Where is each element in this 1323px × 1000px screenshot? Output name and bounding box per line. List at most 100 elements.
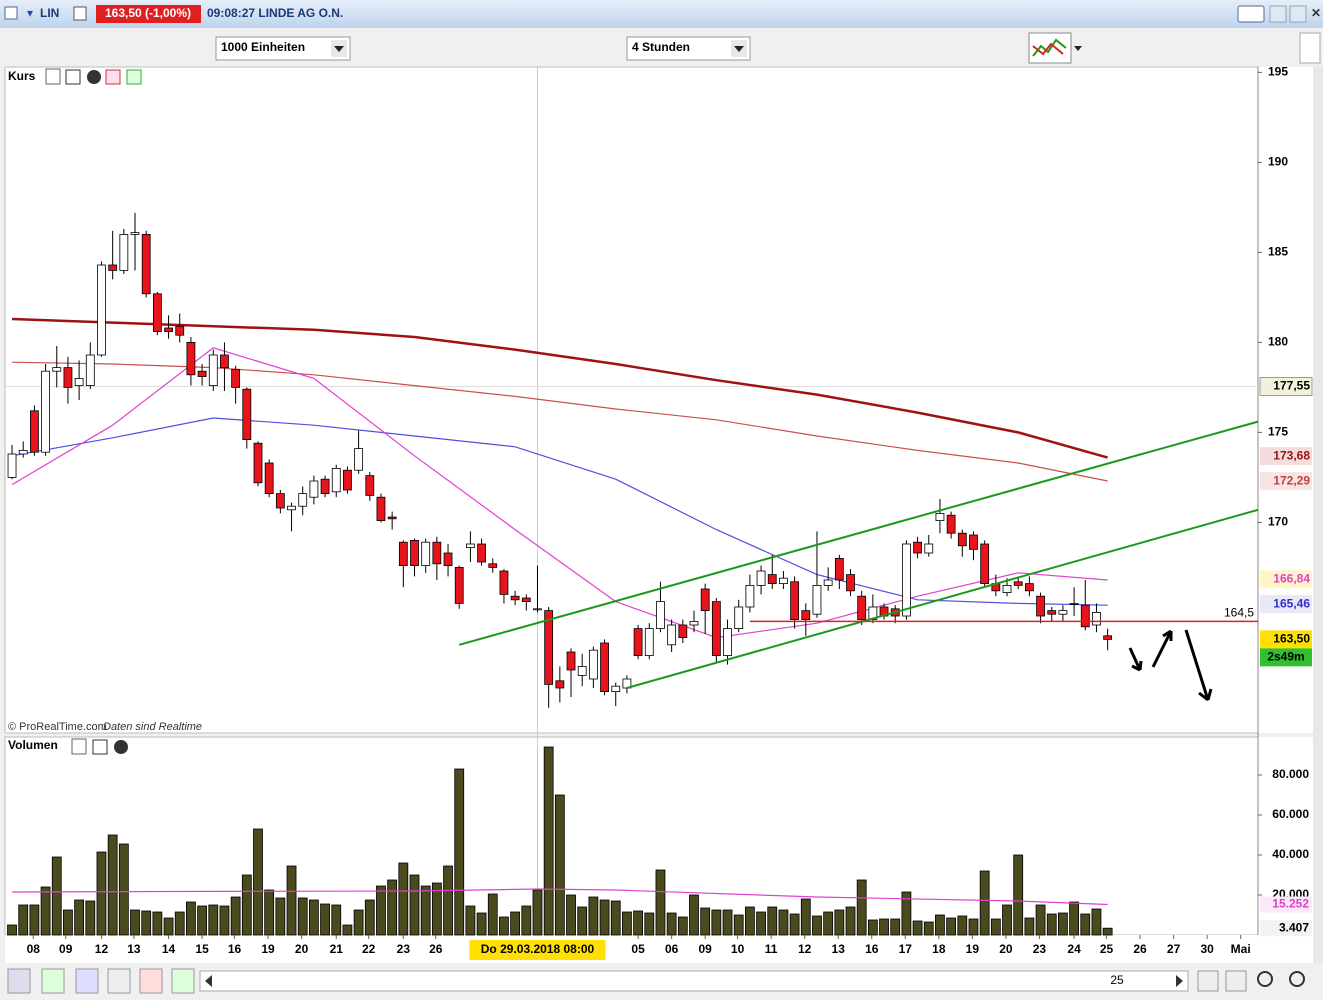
price-tag: [1260, 472, 1312, 491]
y-tick-label: 190: [1268, 155, 1288, 169]
y-tick-label: 185: [1268, 245, 1288, 259]
volume-bar: [711, 909, 722, 936]
zoom-reset[interactable]: [1197, 970, 1219, 992]
candle-body: [410, 540, 419, 567]
candle-body: [689, 621, 699, 626]
price-plot: 177,55 170 175 180 185 190 195 164,5 173,68 172,2…: [5, 65, 1313, 935]
restore-button[interactable]: [1289, 5, 1307, 23]
quote: 163,50 (-1,00%): [105, 6, 191, 20]
volume-bar: [96, 851, 107, 936]
candle-body: [63, 367, 73, 388]
scroll-right[interactable]: [1176, 975, 1183, 987]
quote-box: [96, 5, 201, 23]
y-tick-label: 180: [1268, 335, 1288, 349]
candle-body: [734, 606, 744, 630]
volume-bar: [1002, 904, 1012, 936]
x-tick-label: 14: [162, 942, 176, 956]
side-button[interactable]: [1299, 32, 1321, 64]
moving-average: [11, 347, 1108, 639]
volume-bar: [74, 899, 85, 936]
candle-body: [141, 233, 151, 295]
volume-bar: [1024, 917, 1035, 936]
candle-body: [376, 496, 386, 522]
settings-icon[interactable]: [71, 738, 87, 755]
scroll-left[interactable]: [205, 975, 212, 987]
volume-bar: [756, 911, 766, 936]
candle-body: [1092, 612, 1101, 626]
info-icon[interactable]: [73, 6, 87, 21]
tool-button[interactable]: [171, 968, 195, 994]
volume-bar: [834, 909, 845, 936]
candle-body: [868, 606, 878, 621]
zoom-fit[interactable]: [1225, 970, 1247, 992]
candle-body: [242, 388, 252, 441]
maximize-icon[interactable]: [65, 69, 81, 85]
units-dropdown[interactable]: [215, 36, 351, 61]
settings-icon[interactable]: [45, 68, 61, 85]
candle-body: [600, 642, 609, 692]
x-tick-label: 19: [966, 942, 980, 956]
close-icon[interactable]: [87, 70, 101, 84]
zoom-in[interactable]: [1289, 971, 1305, 987]
volume-bar: [845, 906, 856, 936]
close-button[interactable]: ✕: [1311, 6, 1321, 20]
x-tick-label: 15: [195, 942, 209, 956]
volume-bar: [957, 915, 968, 936]
x-tick-label: 08: [27, 942, 41, 956]
candle-body: [119, 233, 129, 271]
candle-body: [152, 293, 162, 332]
volume-bar: [1102, 927, 1113, 936]
candle-body: [331, 467, 341, 493]
candle-body: [275, 493, 285, 509]
menu-arrow[interactable]: ▾: [27, 6, 33, 20]
candle-body: [18, 449, 28, 455]
x-tick-label: 09: [698, 942, 712, 956]
trend-line: [458, 420, 1259, 646]
volume-bar: [923, 921, 934, 936]
arrow-down: [1128, 647, 1143, 672]
volume-bar: [18, 904, 29, 936]
volume-bar: [219, 905, 230, 936]
price-tag: [1260, 570, 1312, 589]
price-tag: [1260, 447, 1312, 466]
tool-button[interactable]: [139, 968, 163, 994]
price-tag-label: 173,68: [1273, 448, 1310, 462]
minimize-button[interactable]: [1269, 5, 1287, 23]
down-icon[interactable]: [105, 69, 121, 85]
candle-body: [387, 516, 397, 520]
x-tick-label: 18: [932, 942, 946, 956]
volume-bar: [51, 856, 62, 936]
volume-tag: [1260, 896, 1312, 913]
candle-body: [745, 585, 755, 608]
x-tick-label: 22: [362, 942, 376, 956]
volume-bar: [733, 914, 744, 936]
x-tick-label: 26: [429, 942, 443, 956]
x-tick-label: 19: [261, 942, 275, 956]
tool-button[interactable]: [41, 968, 65, 994]
close-icon[interactable]: [114, 740, 128, 754]
level-label: 164,5: [1224, 606, 1254, 620]
up-icon[interactable]: [126, 69, 142, 85]
keyboard-button[interactable]: [1237, 5, 1265, 23]
x-tick-label: 23: [397, 942, 411, 956]
units: 1000 Einheiten: [221, 40, 305, 54]
volume-bar: [990, 918, 1001, 936]
tool-button[interactable]: [107, 968, 131, 994]
tool-button[interactable]: [75, 968, 99, 994]
volume-bar: [890, 918, 901, 936]
maximize-icon[interactable]: [92, 739, 108, 755]
period-dropdown[interactable]: [626, 36, 751, 61]
trend-line: [626, 508, 1259, 689]
scrollbar[interactable]: [199, 970, 1189, 992]
tool-button[interactable]: [7, 968, 31, 994]
x-tick-label: 12: [95, 942, 109, 956]
price-tag-label: 165,46: [1273, 596, 1310, 610]
candle-body: [74, 377, 84, 386]
candle-body: [577, 666, 587, 676]
zoom-out[interactable]: [1257, 971, 1273, 987]
candle-body: [130, 232, 140, 235]
volume-bar: [1013, 854, 1024, 936]
x-tick-label: 26: [1133, 942, 1147, 956]
arrow-glyph[interactable]: [1074, 46, 1082, 51]
